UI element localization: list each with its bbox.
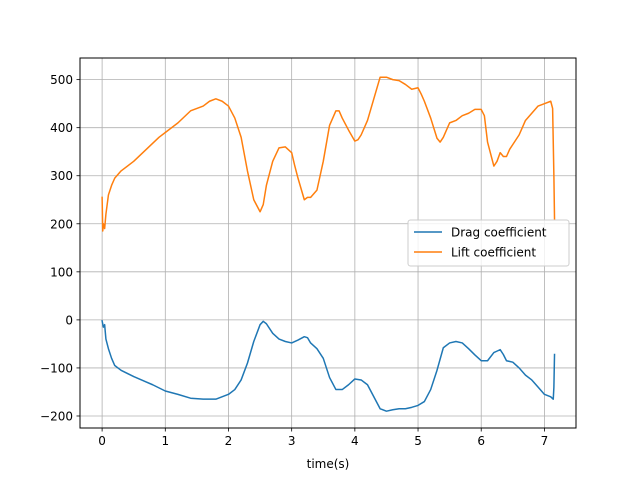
- y-tick-label: 500: [50, 73, 73, 87]
- x-tick-label: 6: [477, 434, 485, 448]
- y-tick-label: −200: [40, 409, 73, 423]
- legend-label: Lift coefficient: [451, 246, 536, 260]
- legend-box: [407, 219, 570, 267]
- x-tick-label: 2: [225, 434, 233, 448]
- plot-frame: [79, 57, 577, 429]
- legend-label: Drag coefficient: [451, 226, 547, 240]
- x-tick-label: 1: [161, 434, 169, 448]
- y-tick-label: 200: [50, 217, 73, 231]
- x-tick-label: 4: [351, 434, 359, 448]
- y-tick-label: 100: [50, 265, 73, 279]
- y-tick-label: 300: [50, 169, 73, 183]
- y-tick-label: −100: [40, 361, 73, 375]
- grid: [80, 58, 576, 428]
- x-tick-label: 7: [541, 434, 549, 448]
- y-tick-label: 400: [50, 121, 73, 135]
- y-tick-label: 0: [65, 313, 73, 327]
- x-tick-label: 5: [414, 434, 422, 448]
- x-tick-label: 3: [288, 434, 296, 448]
- legend: Drag coefficient Lift coefficient: [407, 219, 570, 267]
- series-line-drag-coefficient: [101, 319, 556, 412]
- axes-ticks: 0 1 2 3 4 5 6 7 −200 −100 0 100 200 300 400 500: [40, 73, 548, 448]
- series-layer: [101, 76, 556, 412]
- x-axis-label: time(s): [307, 457, 350, 471]
- x-tick-label: 0: [98, 434, 106, 448]
- series-line-lift-coefficient: [101, 76, 556, 232]
